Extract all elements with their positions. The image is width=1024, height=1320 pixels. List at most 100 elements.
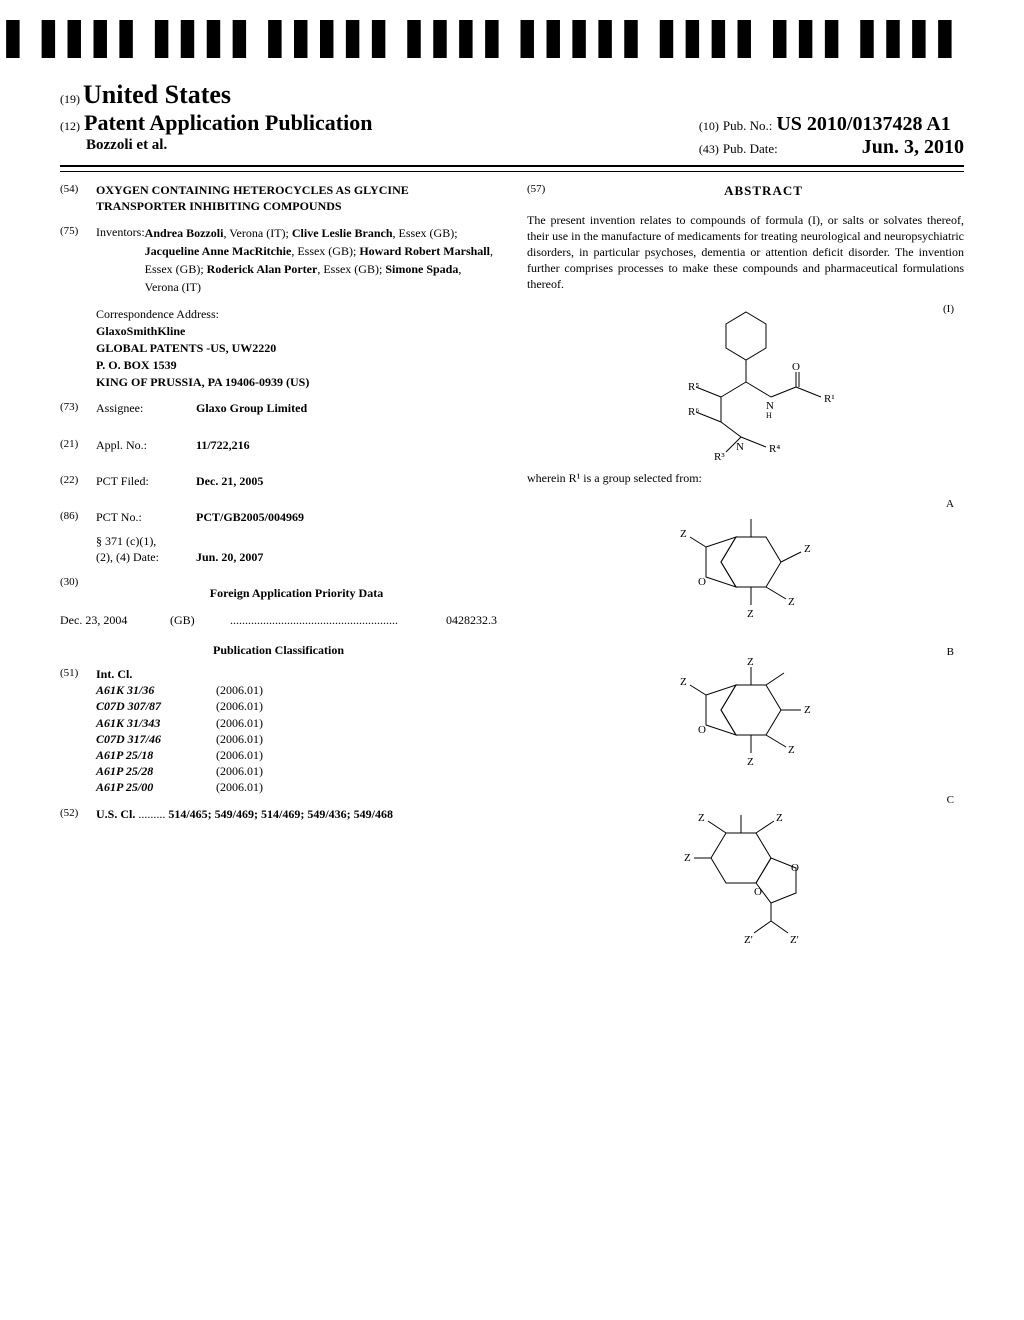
pc-title: Publication Classification — [60, 642, 497, 658]
corr3: P. O. BOX 1539 — [96, 357, 497, 374]
svg-text:Z: Z — [680, 528, 687, 540]
s22-val: Dec. 21, 2005 — [196, 473, 497, 489]
s51-label: Int. Cl. — [96, 666, 497, 682]
barcode-text: US 20100137428A1 — [0, 60, 964, 72]
pubdate: Jun. 3, 2010 — [862, 136, 964, 158]
s52-label: U.S. Cl. — [96, 807, 135, 821]
s51-num: (51) — [60, 666, 96, 796]
s52-num: (52) — [60, 806, 96, 822]
s21-num: (21) — [60, 437, 96, 463]
abstract-label: ABSTRACT — [563, 182, 964, 200]
svg-text:O: O — [791, 862, 799, 874]
correspondence-address: Correspondence Address: GlaxoSmithKline … — [96, 306, 497, 390]
section-30: (30) Foreign Application Priority Data — [60, 575, 497, 611]
country: United States — [83, 80, 231, 109]
intcl-list: A61K 31/36(2006.01)C07D 307/87(2006.01)A… — [96, 682, 497, 795]
section-52: (52) U.S. Cl. ......... 514/465; 549/469… — [60, 806, 497, 822]
s52-val: 514/465; 549/469; 514/469; 549/436; 549/… — [168, 807, 393, 821]
section-51: (51) Int. Cl. A61K 31/36(2006.01)C07D 30… — [60, 666, 497, 796]
svg-text:O: O — [792, 361, 800, 373]
right-column: (57) ABSTRACT The present invention rela… — [527, 182, 964, 961]
section-21: (21) Appl. No.: 11/722,216 — [60, 437, 497, 463]
svg-text:Z: Z — [698, 812, 705, 824]
svg-text:Z: Z — [788, 744, 795, 756]
kind-12: (12) — [60, 119, 80, 133]
label-C: C — [947, 793, 954, 808]
barcode-block: ▌▌▌▌▌ ▌▌▌▌▌▌▌ ▌▌ ▌▌▌▌▌ ▌▌▌▌ ▌▌▌▌▌ ▌▌▌▌ ▌… — [0, 20, 964, 72]
formula-I-label: (I) — [943, 302, 954, 317]
authors-line: Bozzoli et al. — [86, 137, 167, 153]
columns: (54) OXYGEN CONTAINING HETEROCYCLES AS G… — [60, 182, 964, 961]
kind-19: (19) — [60, 92, 80, 106]
svg-text:R⁴: R⁴ — [769, 443, 780, 455]
s73-num: (73) — [60, 400, 96, 426]
divider-thick — [60, 165, 964, 167]
inventors: Andrea Bozzoli, Verona (IT); Clive Lesli… — [145, 224, 497, 296]
formula-I-row: (I) — [527, 302, 964, 462]
s75-label: Inventors: — [96, 224, 145, 296]
svg-text:Z: Z — [788, 596, 795, 608]
section-22: (22) PCT Filed: Dec. 21, 2005 — [60, 473, 497, 499]
pubno-label: Pub. No.: — [723, 118, 772, 133]
doc-type: Patent Application Publication — [84, 110, 372, 135]
svg-text:Z: Z — [680, 676, 687, 688]
fapd-num: 0428232.3 — [442, 612, 497, 628]
svg-text:O: O — [698, 724, 706, 736]
svg-text:Z: Z — [776, 812, 783, 824]
s86-val: PCT/GB2005/004969 — [196, 509, 497, 525]
kind-10: (10) — [699, 119, 719, 133]
s86-num: (86) — [60, 509, 96, 529]
s75-num: (75) — [60, 224, 96, 296]
barcode-icon: ▌▌▌▌▌ ▌▌▌▌▌▌▌ ▌▌ ▌▌▌▌▌ ▌▌▌▌ ▌▌▌▌▌ ▌▌▌▌ ▌… — [0, 20, 964, 58]
fapd-date: Dec. 23, 2004 — [60, 612, 170, 628]
s73-label: Assignee: — [96, 400, 196, 416]
s21-val: 11/722,216 — [196, 437, 497, 453]
section-86: (86) PCT No.: PCT/GB2005/004969 — [60, 509, 497, 529]
s54-num: (54) — [60, 182, 96, 214]
svg-text:R¹: R¹ — [824, 393, 835, 405]
s371-label2: (2), (4) Date: — [96, 549, 196, 565]
svg-text:H: H — [766, 411, 772, 420]
wherein-text: wherein R¹ is a group selected from: — [527, 470, 964, 486]
molecule-B-icon: O Z Z Z Z Z — [636, 645, 856, 785]
s22-label: PCT Filed: — [96, 473, 196, 489]
section-73: (73) Assignee: Glaxo Group Limited — [60, 400, 497, 426]
s30-num: (30) — [60, 575, 96, 611]
molecule-A-icon: O Z Z Z Z — [636, 497, 856, 637]
fapd-dots — [230, 612, 442, 628]
svg-text:O: O — [698, 576, 706, 588]
svg-text:Z: Z — [747, 608, 754, 620]
corr-label: Correspondence Address: — [96, 306, 497, 323]
s57-num: (57) — [527, 182, 563, 206]
pubno: US 2010/0137428 A1 — [776, 113, 950, 135]
corr4: KING OF PRUSSIA, PA 19406-0939 (US) — [96, 374, 497, 391]
svg-text:Z: Z — [684, 852, 691, 864]
svg-text:Z': Z' — [744, 934, 753, 946]
section-54: (54) OXYGEN CONTAINING HETEROCYCLES AS G… — [60, 182, 497, 214]
svg-text:N: N — [736, 441, 744, 453]
svg-text:Z: Z — [747, 756, 754, 768]
s73-val: Glaxo Group Limited — [196, 400, 497, 416]
label-B: B — [947, 645, 954, 660]
svg-text:Z': Z' — [790, 934, 799, 946]
svg-text:O: O — [754, 886, 762, 898]
label-A: A — [946, 497, 954, 512]
s54-title: OXYGEN CONTAINING HETEROCYCLES AS GLYCIN… — [96, 182, 497, 214]
svg-text:Z: Z — [747, 656, 754, 668]
molecule-A-row: A O Z Z Z Z — [527, 497, 964, 637]
s371-val: Jun. 20, 2007 — [196, 549, 497, 565]
molecule-B-row: B O Z Z Z Z Z — [527, 645, 964, 785]
svg-text:R⁶: R⁶ — [688, 406, 699, 418]
svg-text:R³: R³ — [714, 451, 725, 462]
s371-label: § 371 (c)(1), — [96, 533, 497, 549]
svg-text:Z: Z — [804, 704, 811, 716]
corr1: GlaxoSmithKline — [96, 323, 497, 340]
divider-thin — [60, 171, 964, 172]
abstract-text: The present invention relates to compoun… — [527, 212, 964, 293]
molecule-I-icon: R⁵ R⁶ R³ R⁴ N N H O R¹ — [636, 302, 856, 462]
pub-line: (12) Patent Application Publication Bozz… — [60, 110, 964, 159]
s371-row: (2), (4) Date: Jun. 20, 2007 — [96, 549, 497, 565]
corr2: GLOBAL PATENTS -US, UW2220 — [96, 340, 497, 357]
s52-dots: ......... — [138, 807, 165, 821]
s22-num: (22) — [60, 473, 96, 499]
